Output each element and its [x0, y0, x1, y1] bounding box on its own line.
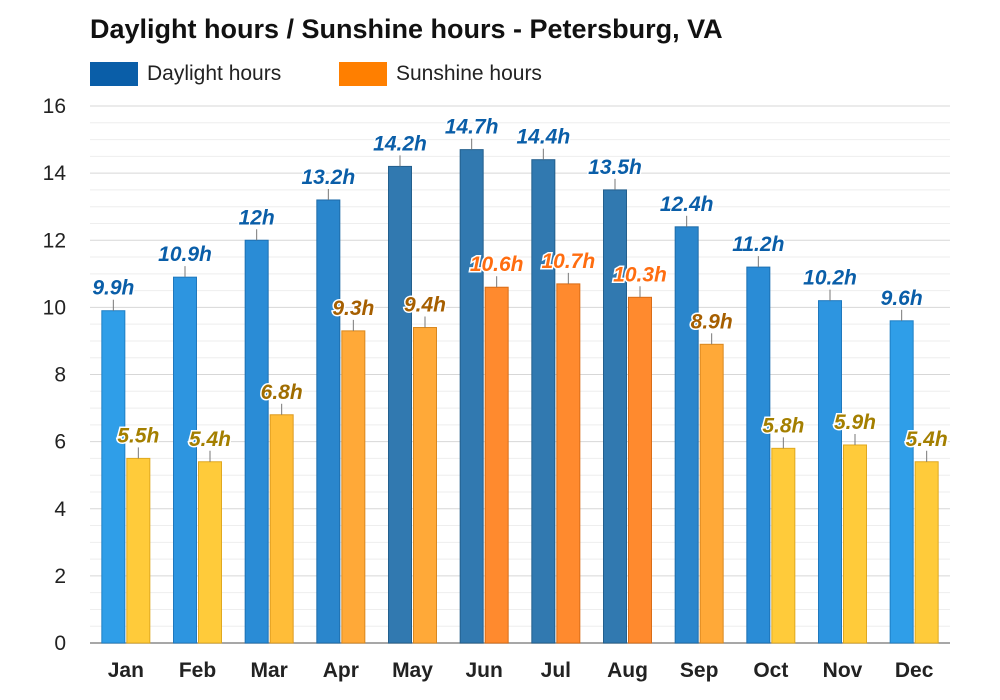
- bar-sunshine-jun: [484, 286, 509, 644]
- bar-daylight-feb: [173, 276, 197, 644]
- data-label-sunshine: 10.7h: [541, 250, 595, 273]
- bar-daylight-dec: [889, 320, 914, 644]
- bar-daylight-oct: [746, 266, 771, 644]
- data-label-daylight: 14.4h: [516, 126, 570, 149]
- data-label-sunshine: 5.9h: [834, 411, 876, 434]
- x-tick-label: Oct: [753, 659, 788, 682]
- data-label-daylight: 12.4h: [660, 193, 714, 216]
- legend-swatch-sunshine: [339, 62, 387, 86]
- bar-sunshine-aug: [628, 296, 652, 644]
- y-tick-label: 10: [43, 296, 66, 319]
- bar-sunshine-apr: [341, 330, 366, 644]
- data-label-daylight: 10.2h: [803, 267, 857, 290]
- x-tick-label: Nov: [823, 659, 863, 682]
- x-tick-label: Aug: [607, 659, 648, 682]
- legend-label-sunshine: Sunshine hours: [396, 62, 542, 85]
- x-tick-label: Apr: [323, 659, 359, 682]
- bar-daylight-mar: [244, 239, 269, 644]
- y-tick-label: 16: [43, 95, 66, 118]
- y-tick-label: 12: [43, 229, 66, 252]
- bar-sunshine-feb: [198, 461, 222, 644]
- data-label-sunshine: 5.4h: [189, 428, 231, 451]
- chart-title: Daylight hours / Sunshine hours - Peters…: [90, 14, 723, 44]
- data-label-sunshine: 6.8h: [261, 381, 303, 404]
- y-tick-label: 6: [54, 431, 66, 454]
- bar-sunshine-may: [413, 327, 437, 644]
- bar-daylight-may: [388, 165, 412, 644]
- label-layer: 9.9h 5.5h 10.9h 5.4h 12h 6.8h 13.2h 9.3h 14.2h 9.…: [91, 114, 949, 452]
- y-tick-label: 14: [43, 162, 67, 185]
- data-label-sunshine: 5.5h: [117, 424, 159, 447]
- y-tick-label: 0: [54, 632, 66, 655]
- x-tick-label: Jan: [108, 659, 144, 682]
- legend-item-daylight: Daylight hours: [90, 62, 281, 86]
- bar-sunshine-oct: [771, 447, 796, 644]
- y-tick-label: 4: [54, 498, 66, 521]
- axis-layer: 0 2 4 6 8 10 12 14 16 Jan Feb Mar Apr May Jun Jul Aug Sep…: [43, 95, 950, 682]
- bar-sunshine-mar: [269, 414, 294, 644]
- data-label-daylight: 9.6h: [881, 287, 923, 310]
- data-label-daylight: 12h: [239, 206, 275, 229]
- data-label-sunshine: 9.3h: [332, 297, 374, 320]
- data-label-sunshine: 9.4h: [404, 294, 446, 317]
- data-label-daylight: 14.2h: [373, 132, 427, 155]
- bar-sunshine-jan: [126, 457, 151, 644]
- x-tick-label: Feb: [179, 659, 216, 682]
- x-tick-label: Dec: [895, 659, 934, 682]
- bar-daylight-aug: [603, 189, 627, 644]
- y-tick-label: 8: [54, 364, 66, 387]
- bar-daylight-jul: [531, 159, 556, 644]
- data-label-daylight: 14.7h: [445, 116, 499, 139]
- legend-swatch-daylight: [90, 62, 138, 86]
- x-tick-label: Jul: [541, 659, 571, 682]
- bar-daylight-apr: [316, 199, 341, 644]
- data-label-daylight: 10.9h: [158, 243, 212, 266]
- bar-daylight-sep: [674, 226, 699, 644]
- bar-sunshine-dec: [914, 461, 939, 644]
- bar-sunshine-jul: [556, 283, 581, 644]
- data-label-sunshine: 5.4h: [906, 428, 948, 451]
- bar-daylight-jun: [459, 149, 484, 644]
- data-label-sunshine: 10.3h: [613, 263, 667, 286]
- y-tick-label: 2: [54, 565, 66, 588]
- data-label-sunshine: 10.6h: [470, 253, 524, 276]
- data-label-daylight: 9.9h: [92, 277, 134, 300]
- data-label-sunshine: 8.9h: [691, 310, 733, 333]
- bar-daylight-nov: [818, 300, 842, 644]
- x-tick-label: Sep: [680, 659, 719, 682]
- legend-label-daylight: Daylight hours: [147, 62, 282, 85]
- x-tick-label: May: [392, 659, 433, 682]
- data-label-daylight: 13.5h: [588, 156, 642, 179]
- data-label-daylight: 13.2h: [301, 166, 355, 189]
- data-label-sunshine: 5.8h: [762, 414, 804, 437]
- legend-item-sunshine: Sunshine hours: [339, 62, 542, 86]
- x-tick-label: Mar: [250, 659, 287, 682]
- x-tick-label: Jun: [465, 659, 502, 682]
- bar-layer: [101, 138, 939, 644]
- data-label-daylight: 11.2h: [732, 233, 784, 256]
- bar-daylight-jan: [101, 310, 126, 644]
- bar-sunshine-nov: [843, 444, 867, 644]
- bar-sunshine-sep: [699, 343, 724, 644]
